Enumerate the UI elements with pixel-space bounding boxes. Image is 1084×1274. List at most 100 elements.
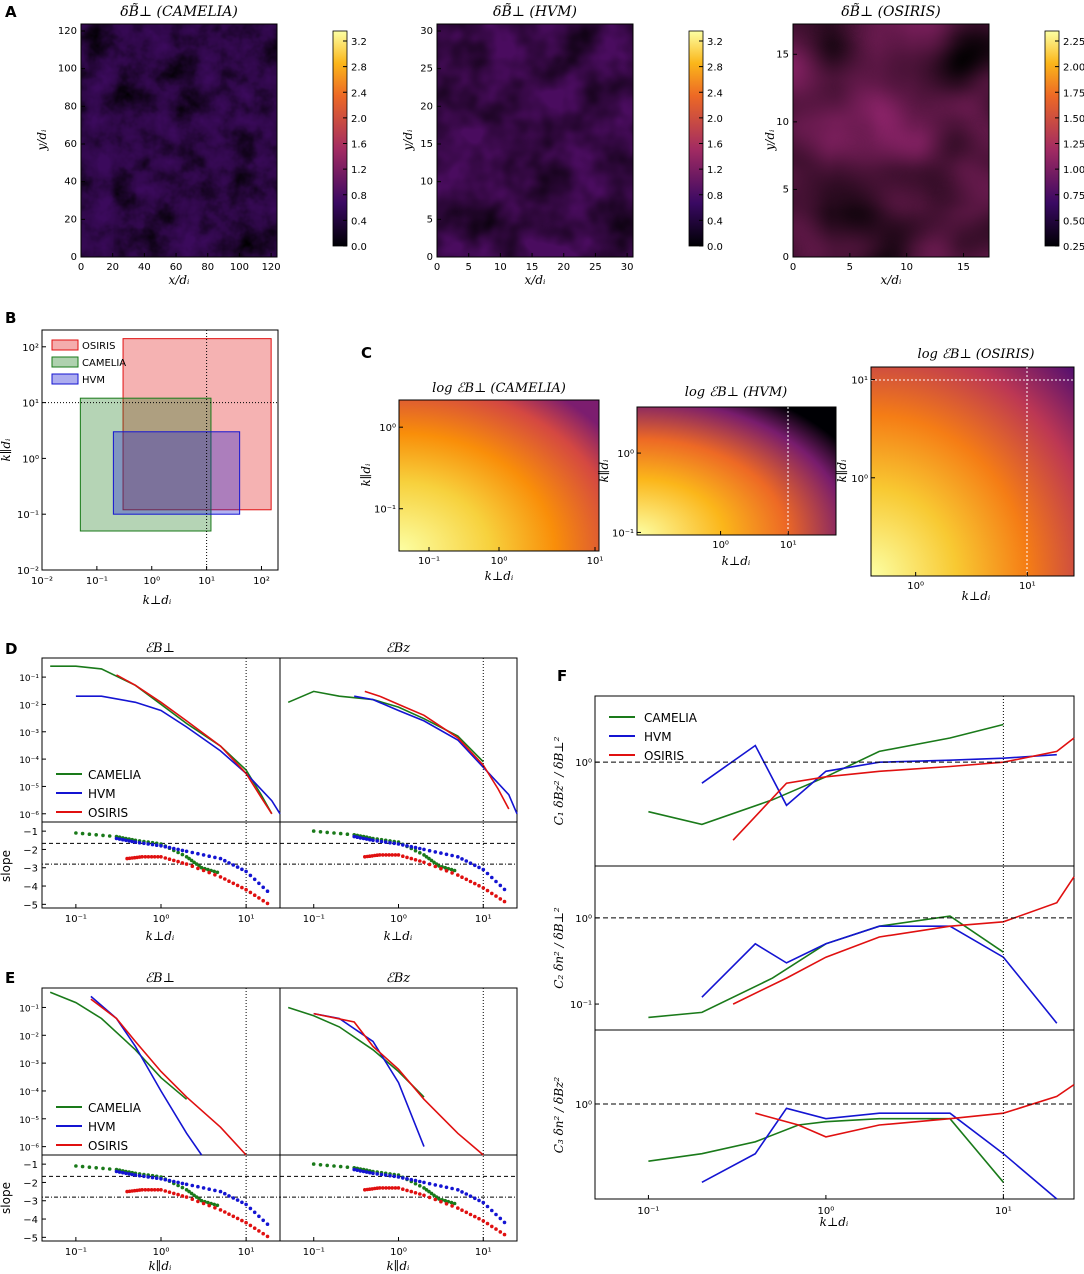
slope-point-hvm bbox=[154, 843, 159, 847]
slope-point-osiris bbox=[450, 1204, 454, 1208]
slope-point-osiris bbox=[456, 1206, 460, 1210]
slope-point-camelia bbox=[413, 848, 418, 853]
slope-point-osiris bbox=[207, 870, 211, 875]
slope-point-osiris bbox=[143, 1188, 148, 1192]
map-osiris: δB̃⊥ (OSIRIS) 0 5 10 15 0 5 10 15 x/dᵢ y/dᵢ 0.… bbox=[763, 2, 1084, 287]
slope-point-hvm bbox=[427, 848, 432, 853]
x-tick-label: 5 bbox=[465, 262, 471, 273]
y-tick-label: 10⁻¹ bbox=[19, 674, 39, 684]
slope-point-camelia bbox=[206, 867, 210, 872]
x-tick-label: 10⁻¹ bbox=[418, 556, 440, 567]
slope-point-hvm bbox=[196, 1184, 200, 1189]
slope-point-hvm bbox=[240, 1200, 244, 1205]
slope-point-osiris bbox=[460, 875, 464, 879]
slope-point-camelia bbox=[318, 1163, 323, 1167]
y-tick-label: −3 bbox=[23, 1197, 38, 1208]
slope-point-osiris bbox=[381, 853, 385, 857]
x-axis-label-right: k∥dᵢ bbox=[387, 1259, 410, 1273]
y-tick-label: 10 bbox=[776, 117, 789, 128]
slope-point-camelia bbox=[437, 1197, 441, 1201]
slope-point-hvm bbox=[444, 852, 449, 857]
slope-point-osiris bbox=[213, 1206, 217, 1210]
map-xlabel: x/dᵢ bbox=[881, 273, 902, 287]
slope-point-hvm bbox=[235, 865, 240, 869]
map-y-ticks: 0 5 10 15 bbox=[776, 49, 797, 263]
x-tick-label: 15 bbox=[957, 262, 970, 273]
slope-point-hvm bbox=[450, 853, 454, 858]
slope-point-osiris bbox=[390, 853, 395, 857]
slope-point-osiris bbox=[163, 1189, 168, 1193]
slope-point-camelia bbox=[192, 860, 196, 865]
slope-point-hvm bbox=[409, 1177, 414, 1182]
slope-point-hvm bbox=[444, 1185, 449, 1190]
slope-point-osiris bbox=[439, 866, 443, 871]
colorbar-tick-label: 1.25 bbox=[1063, 140, 1084, 151]
y-tick-label: −4 bbox=[23, 1215, 38, 1226]
y-tick-label: 0 bbox=[71, 252, 77, 263]
slope-point-camelia bbox=[80, 831, 85, 836]
slope-point-camelia bbox=[443, 1198, 448, 1203]
slope-point-osiris bbox=[152, 855, 157, 859]
y-tick-label: 10⁻¹ bbox=[374, 505, 396, 516]
slope-point-hvm bbox=[261, 885, 266, 890]
slope-point-hvm bbox=[494, 1212, 498, 1217]
slope-point-hvm bbox=[137, 1173, 142, 1178]
slope-point-camelia bbox=[80, 1164, 85, 1169]
slope-point-osiris bbox=[444, 869, 449, 873]
slope-point-osiris bbox=[159, 1188, 163, 1192]
x-tick-label: 10⁻¹ bbox=[65, 1247, 87, 1258]
x-tick-label: 10⁰ bbox=[153, 914, 170, 925]
map-ylabel: y/dᵢ bbox=[401, 129, 415, 152]
slope-point-osiris bbox=[418, 859, 422, 863]
slope-point-hvm bbox=[213, 855, 217, 860]
colorbar-tick-label: 2.4 bbox=[707, 88, 723, 99]
slope-point-osiris bbox=[502, 1232, 507, 1237]
slope-point-camelia bbox=[424, 1188, 429, 1192]
slope-point-hvm bbox=[124, 838, 128, 843]
slope-point-osiris bbox=[156, 1188, 160, 1192]
slope-point-osiris bbox=[231, 1214, 236, 1219]
spectra-lines bbox=[42, 658, 518, 908]
slope-point-hvm bbox=[477, 865, 481, 870]
x-tick-label: 10¹ bbox=[475, 914, 492, 925]
slope-point-hvm bbox=[207, 1187, 211, 1191]
slope-point-hvm bbox=[396, 842, 401, 846]
y-tick-label: 0 bbox=[427, 252, 433, 263]
slope-point-hvm bbox=[159, 1177, 163, 1181]
slope-point-camelia bbox=[311, 829, 316, 833]
map-frame bbox=[792, 23, 990, 258]
ratio-line-osiris-mid bbox=[732, 876, 1075, 1005]
slope-point-camelia bbox=[189, 1191, 194, 1196]
slope-point-hvm bbox=[244, 1202, 248, 1207]
y-tick-label: 10⁰ bbox=[575, 1100, 592, 1111]
slope-point-osiris bbox=[468, 1212, 473, 1217]
slope-point-camelia bbox=[74, 831, 78, 835]
x-axis-label: k⊥dᵢ bbox=[820, 1215, 849, 1229]
slope-point-camelia bbox=[180, 1185, 185, 1190]
axis-ticks: 10⁻¹ 10⁻² 10⁻³ 10⁻⁴ 10⁻⁵ 10⁻⁶ −1 −2 −3 −4 −5 10⁻¹ 10… bbox=[19, 1004, 491, 1258]
colorbar-tick-label: 0.50 bbox=[1063, 216, 1084, 227]
y-tick-label: 25 bbox=[420, 64, 433, 75]
slope-point-osiris bbox=[473, 1214, 477, 1219]
slope-point-osiris bbox=[396, 1186, 401, 1190]
slope-point-osiris bbox=[159, 855, 163, 859]
slope-point-osiris bbox=[184, 862, 189, 866]
slope-point-osiris bbox=[409, 1189, 414, 1194]
slope-point-osiris bbox=[248, 890, 253, 895]
slope-point-hvm bbox=[368, 1170, 372, 1175]
slope-point-osiris bbox=[498, 897, 503, 901]
y-tick-label: −4 bbox=[23, 882, 38, 893]
slope-point-hvm bbox=[150, 1175, 155, 1180]
legend-label: CAMELIA bbox=[82, 358, 126, 369]
slope-point-hvm bbox=[117, 837, 122, 841]
slope-point-camelia bbox=[215, 870, 220, 875]
slope-point-hvm bbox=[124, 1171, 128, 1176]
slope-point-hvm bbox=[244, 869, 248, 874]
slope-point-hvm bbox=[130, 1172, 134, 1177]
slope-point-hvm bbox=[460, 857, 464, 861]
spectrum-line-camelia bbox=[50, 665, 273, 815]
ratio-lines bbox=[595, 696, 1075, 1200]
legend-label: CAMELIA bbox=[644, 711, 698, 725]
y-tick-label: 5 bbox=[427, 214, 433, 225]
slope-point-hvm bbox=[361, 836, 366, 841]
